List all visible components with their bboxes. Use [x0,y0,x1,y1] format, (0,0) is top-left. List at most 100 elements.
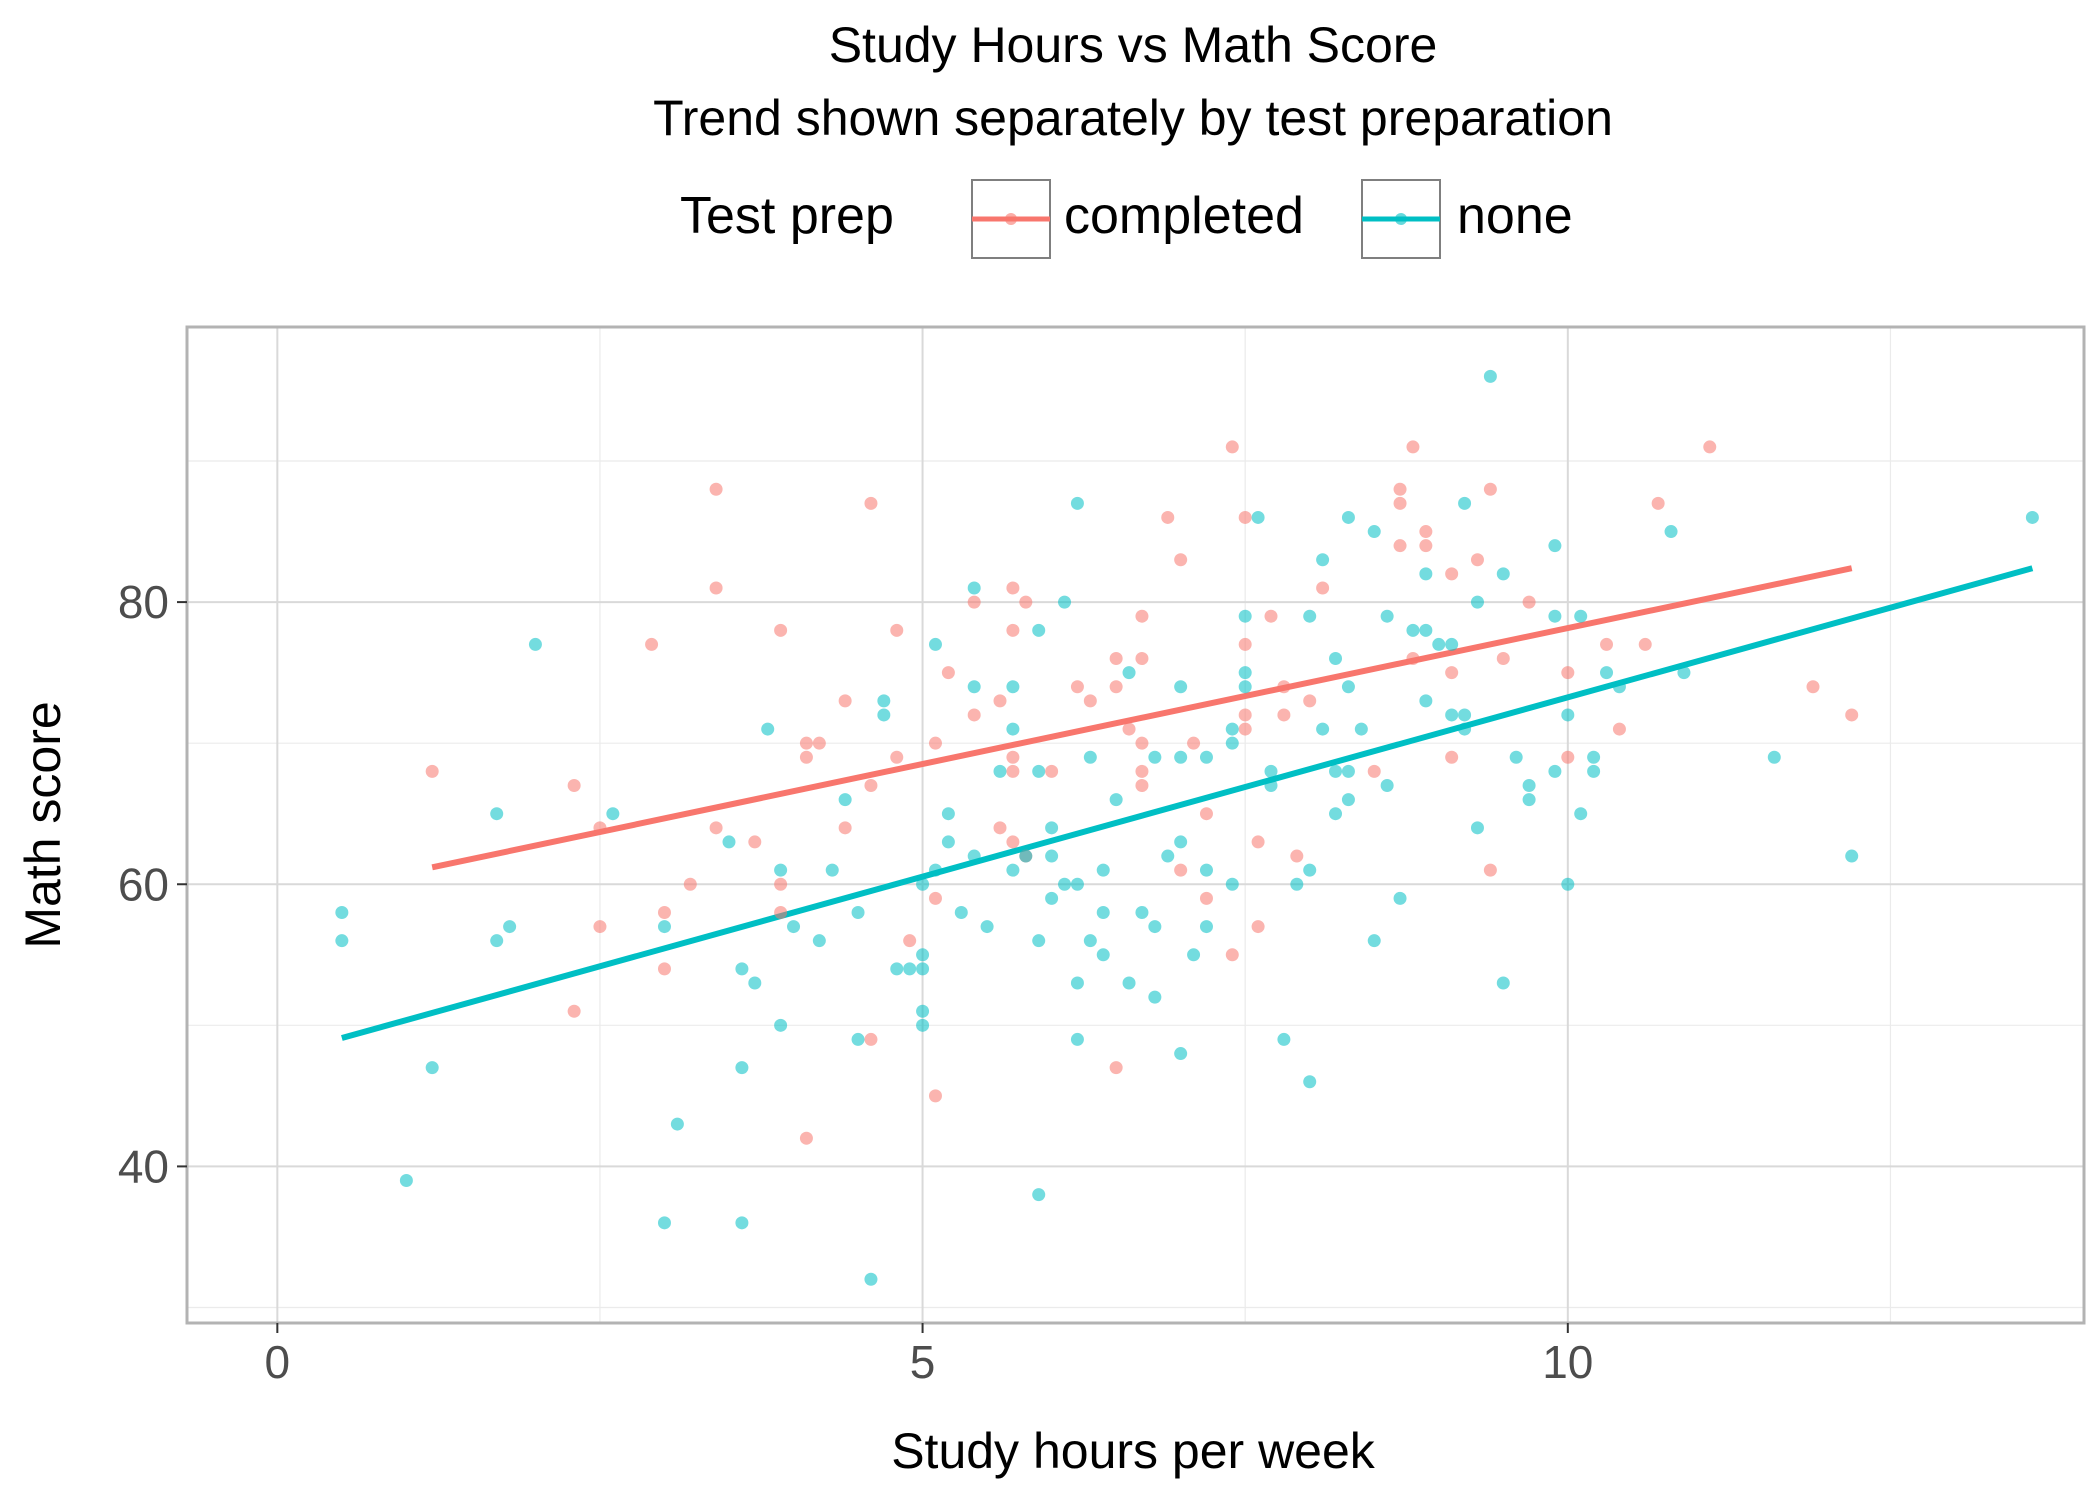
data-point-none [1767,750,1781,764]
data-point-none [1483,369,1497,383]
data-point-none [490,807,504,821]
data-point-none [335,934,349,948]
data-point-none [1032,764,1046,778]
data-point-none [967,581,981,595]
data-point-completed [1290,849,1304,863]
data-point-none [1135,905,1149,919]
data-point-none [1329,807,1343,821]
data-point-none [1354,722,1368,736]
data-point-completed [593,920,607,934]
y-tick-label: 80 [118,576,169,628]
data-point-completed [1006,750,1020,764]
data-point-completed [838,694,852,708]
data-point-completed [1045,764,1059,778]
data-point-completed [993,821,1007,835]
data-point-completed [1109,1061,1123,1075]
data-point-completed [1277,708,1291,722]
data-point-none [425,1061,439,1075]
data-point-none [1058,877,1072,891]
data-point-none [1225,722,1239,736]
data-point-completed [1806,680,1820,694]
data-point-completed [1135,736,1149,750]
data-point-none [1522,793,1536,807]
data-point-none [1419,694,1433,708]
data-point-completed [812,736,826,750]
data-point-completed [967,708,981,722]
data-point-none [1612,680,1626,694]
data-point-none [1380,609,1394,623]
data-point-none [748,976,762,990]
legend-item-completed: completed [971,179,1304,259]
data-point-none [1393,891,1407,905]
data-point-none [735,962,749,976]
major-gridlines [187,327,2084,1323]
data-point-none [774,863,788,877]
data-point-none [1522,778,1536,792]
data-point-none [1045,891,1059,905]
data-point-completed [1109,680,1123,694]
data-point-completed [1600,637,1614,651]
data-point-none [916,948,930,962]
data-point-completed [1406,440,1420,454]
data-point-completed [1251,835,1265,849]
data-point-none [1470,595,1484,609]
data-point-none [1199,863,1213,877]
data-point-none [1367,934,1381,948]
data-point-completed [941,666,955,680]
legend-dot-none [1395,213,1407,225]
data-point-none [1303,1075,1317,1089]
data-point-completed [1238,510,1252,524]
data-point-none [903,962,917,976]
data-point-none [1496,567,1510,581]
data-point-completed [1225,440,1239,454]
data-point-completed [1238,722,1252,736]
data-point-completed [748,835,762,849]
data-point-none [1277,1032,1291,1046]
data-point-completed [1483,863,1497,877]
data-point-completed [1006,764,1020,778]
data-point-none [1251,510,1265,524]
data-point-completed [1225,948,1239,962]
data-point-none [1225,736,1239,750]
data-point-none [1432,637,1446,651]
data-point-completed [928,891,942,905]
data-point-none [1070,877,1084,891]
y-axis: 40 60 80 [118,576,187,1192]
data-point-completed [1238,708,1252,722]
data-point-none [1600,666,1614,680]
data-point-completed [1251,920,1265,934]
data-point-none [1303,863,1317,877]
data-point-completed [1393,496,1407,510]
data-point-completed [864,1032,878,1046]
data-point-completed [903,934,917,948]
x-tick-label: 5 [910,1336,936,1388]
chart-title: Study Hours vs Math Score [829,17,1438,73]
data-point-none [1316,722,1330,736]
data-point-none [606,807,620,821]
data-point-none [1406,623,1420,637]
data-point-none [1174,750,1188,764]
data-point-none [1161,849,1175,863]
data-point-completed [1277,680,1291,694]
data-point-completed [657,962,671,976]
data-point-none [1045,821,1059,835]
data-point-none [1341,510,1355,524]
data-point-completed [1445,666,1459,680]
data-point-completed [1612,722,1626,736]
data-point-none [1083,934,1097,948]
data-point-none [916,962,930,976]
data-point-none [1225,877,1239,891]
data-point-none [1006,722,1020,736]
data-point-none [1664,525,1678,539]
data-point-completed [1174,863,1188,877]
x-tick-label: 0 [265,1336,291,1388]
data-point-none [993,764,1007,778]
data-point-completed [1303,694,1317,708]
data-point-none [1329,652,1343,666]
data-point-none [2025,510,2039,524]
data-point-completed [799,750,813,764]
x-axis: 0 5 10 [265,1323,1593,1388]
data-point-none [1238,680,1252,694]
data-point-none [1341,793,1355,807]
data-point-completed [1070,680,1084,694]
